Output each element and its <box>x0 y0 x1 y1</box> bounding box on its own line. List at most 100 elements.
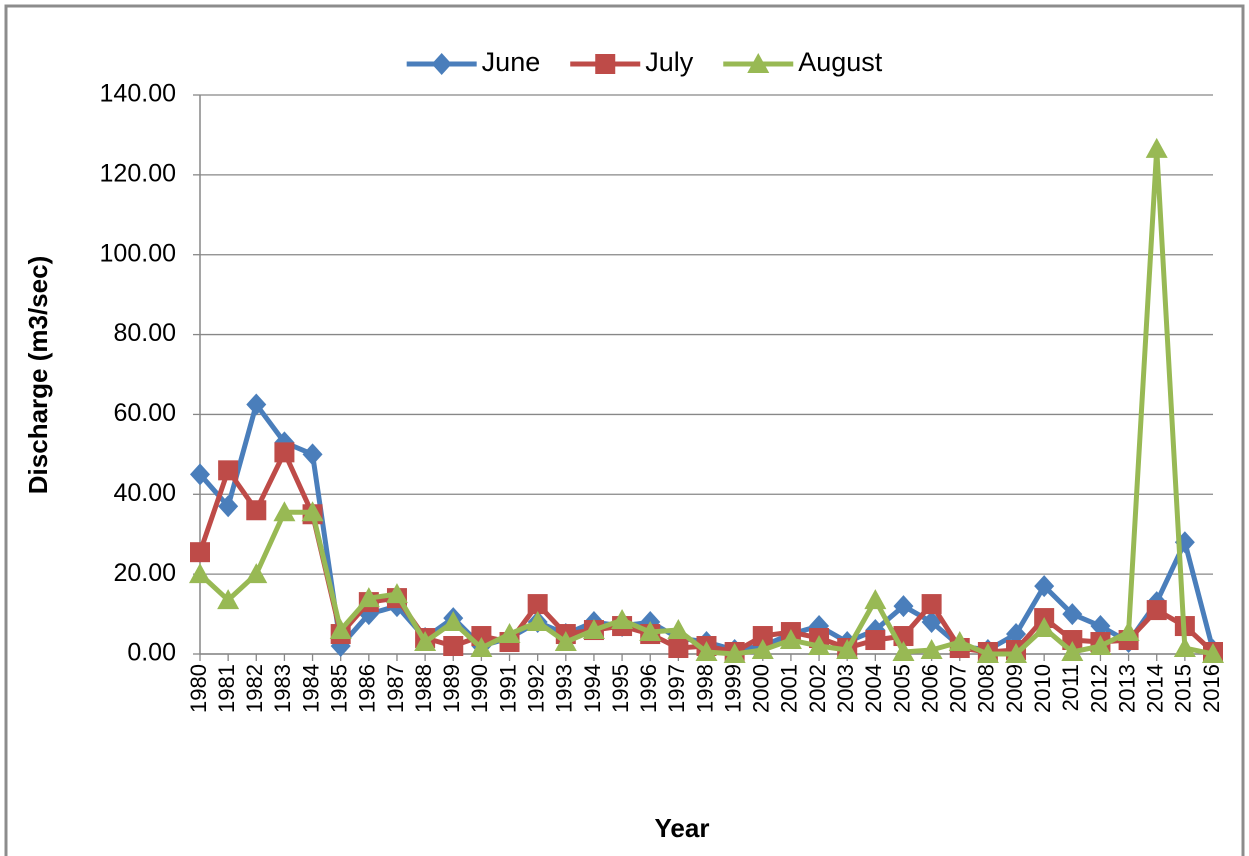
marker <box>921 594 942 615</box>
series <box>189 137 1224 663</box>
marker <box>1061 641 1084 662</box>
x-tick-label: 2000 <box>749 664 774 713</box>
marker <box>1146 600 1167 621</box>
marker <box>218 495 239 518</box>
marker <box>893 595 914 618</box>
y-tick-label: 20.00 <box>113 559 176 587</box>
marker <box>1005 643 1028 663</box>
marker <box>1090 615 1111 638</box>
marker <box>301 501 324 522</box>
x-tick-label: 1993 <box>552 664 577 713</box>
marker <box>218 460 239 481</box>
marker <box>217 589 240 610</box>
marker <box>668 638 689 659</box>
marker <box>1033 617 1056 638</box>
marker <box>1006 623 1027 646</box>
x-tick-label: 2011 <box>1058 664 1083 711</box>
marker <box>442 611 465 632</box>
marker <box>431 53 452 75</box>
marker <box>611 609 634 630</box>
x-tick-label: 2015 <box>1171 664 1196 713</box>
legend-label: June <box>482 47 541 77</box>
marker <box>920 639 943 660</box>
x-tick-label: 1986 <box>355 664 380 713</box>
marker <box>190 542 210 563</box>
marker <box>582 619 605 640</box>
marker <box>752 626 773 647</box>
x-tick-label: 2016 <box>1199 664 1224 713</box>
x-tick-label: 2004 <box>861 664 886 713</box>
legend: June July August <box>406 47 883 77</box>
x-tick-label: 1982 <box>242 664 267 713</box>
marker <box>1145 137 1168 158</box>
x-tick-label: 2006 <box>917 664 942 713</box>
marker <box>246 393 267 416</box>
y-tick-label: 60.00 <box>113 399 176 427</box>
x-tick-label: 1980 <box>186 664 211 713</box>
marker <box>526 611 549 632</box>
marker <box>385 583 408 604</box>
y-tick-label: 0.00 <box>127 639 176 667</box>
x-tick-label: 2008 <box>974 664 999 713</box>
marker <box>864 589 887 610</box>
marker <box>190 463 210 486</box>
x-tick-label: 1991 <box>495 664 520 713</box>
chart-frame <box>4 4 1245 856</box>
x-tick-label: 1987 <box>383 664 408 713</box>
x-tick-label: 1999 <box>720 664 745 713</box>
x-tick-label: 1985 <box>327 664 352 713</box>
x-tick-label: 2010 <box>1030 664 1055 713</box>
x-tick-label: 2002 <box>805 664 830 713</box>
legend-label: August <box>798 47 883 77</box>
marker <box>357 587 380 608</box>
x-tick-label: 1997 <box>664 664 689 713</box>
marker <box>751 639 774 660</box>
x-tick-label: 2003 <box>833 664 858 713</box>
x-tick-label: 1998 <box>692 664 717 713</box>
marker <box>414 631 437 652</box>
marker <box>1117 621 1140 642</box>
marker <box>189 563 211 584</box>
marker <box>639 621 662 642</box>
marker <box>245 563 268 584</box>
marker <box>976 643 999 663</box>
marker <box>595 54 616 74</box>
marker <box>470 637 493 658</box>
y-tick-label: 40.00 <box>113 479 176 507</box>
marker <box>1089 635 1112 656</box>
marker <box>498 623 521 644</box>
x-tick-label: 1990 <box>467 664 492 713</box>
marker <box>747 53 770 73</box>
y-tick-label: 120.00 <box>100 159 176 187</box>
x-tick-label: 1989 <box>439 664 464 713</box>
marker <box>302 443 323 466</box>
x-tick-label: 1981 <box>214 664 239 713</box>
legend-label: July <box>645 47 694 77</box>
x-tick-label: 1994 <box>580 664 605 713</box>
y-tick-label: 100.00 <box>100 239 176 267</box>
marker <box>329 619 352 640</box>
x-tick-label: 1996 <box>636 664 661 713</box>
marker <box>836 639 859 660</box>
marker <box>892 641 915 662</box>
x-tick-label: 2013 <box>1114 664 1139 713</box>
x-tick-label: 1995 <box>608 664 633 713</box>
marker <box>808 635 831 656</box>
marker <box>865 630 886 651</box>
marker <box>246 500 267 521</box>
marker <box>948 631 971 652</box>
y-tick-label: 140.00 <box>100 80 176 108</box>
marker <box>779 629 802 650</box>
x-tick-label: 2012 <box>1086 664 1111 713</box>
x-tick-label: 1984 <box>298 664 323 713</box>
marker <box>273 501 296 522</box>
x-tick-label: 2007 <box>946 664 971 713</box>
x-tick-label: 1983 <box>270 664 295 713</box>
marker <box>695 641 718 662</box>
marker <box>667 619 690 640</box>
x-tick-label: 1992 <box>523 664 548 713</box>
x-axis-title: Year <box>655 813 710 843</box>
marker <box>921 611 942 634</box>
